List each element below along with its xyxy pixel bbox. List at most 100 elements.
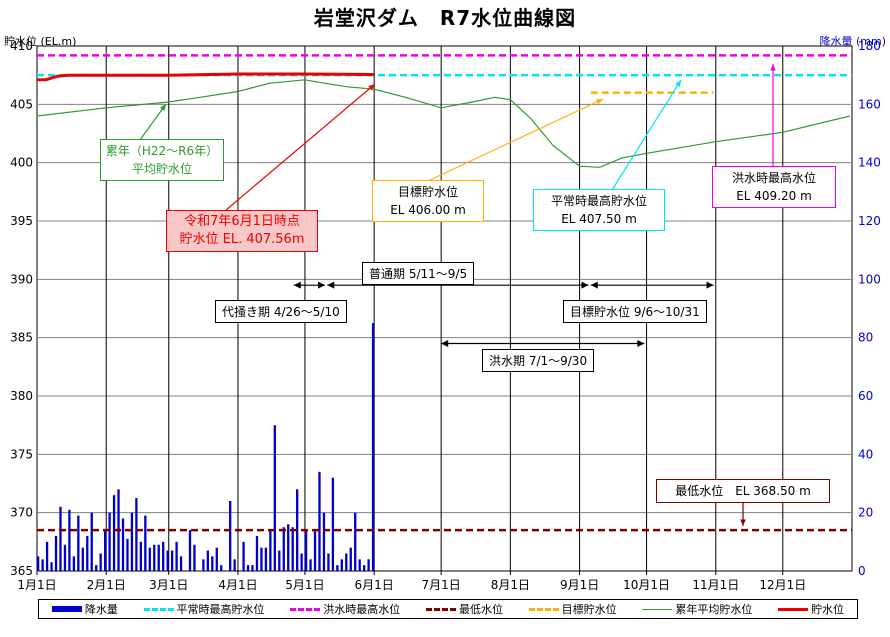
average-callout-line2: 平均貯水位 [131,162,192,176]
y-right-tick-label: 180 [858,39,881,53]
precip-bar [229,501,232,571]
precip-bar [175,541,178,571]
precip-bar [162,541,165,571]
precip-bar [188,530,192,571]
precip-bar [287,524,290,571]
precip-bar [126,538,129,571]
legend: 降水量 平常時最高貯水位 洪水時最高水位 最低水位 目標貯水位 累年平均貯水位 … [38,599,858,619]
precip-bar [148,547,151,571]
y-left-tick-label: 385 [10,331,33,345]
current-level-pointer [225,83,376,211]
x-tick-label: 4月1日 [218,578,257,592]
precip-bar [278,550,281,571]
legend-label-target: 目標貯水位 [561,603,617,616]
normal-high-callout: 平常時最高貯水位 EL 407.50 m [533,189,665,231]
y-right-tick-label: 120 [858,214,881,228]
period-daikaki-arrow-head-left [293,281,301,289]
precip-bar [135,498,138,571]
precip-bar [99,553,102,571]
y-left-tick-label: 405 [10,97,33,111]
average-pointer-head [160,104,166,111]
precip-bar [108,512,111,571]
precip-bar [139,541,143,571]
period-target-arrow-head-right [706,281,714,289]
precip-bar [318,471,321,571]
period-target-label: 目標貯水位 9/6～10/31 [563,300,707,323]
y-right-tick-label: 100 [858,272,881,286]
precip-bar [193,544,196,571]
precip-bar [358,559,361,571]
precip-bar [179,556,183,571]
y-right-tick-label: 80 [858,331,873,345]
precip-bar [81,547,84,571]
precip-bar [367,559,370,571]
normal-high-pointer [611,79,682,191]
current-level-line1: 令和7年6月1日時点 [184,214,300,229]
precip-bar [255,536,259,571]
legend-item-average: 累年平均貯水位 [642,601,752,617]
precip-bar [50,562,53,571]
period-flood-arrow-head-right [637,340,645,347]
precip-bar [336,565,339,571]
current-level-pointer-head [368,84,375,91]
precip-bar [349,547,352,571]
normal-high-callout-line1: 平常時最高貯水位 [550,194,647,208]
precip-bar [246,565,250,571]
precip-bar [309,559,312,571]
precip-bar [327,553,330,571]
target-callout-line1: 目標貯水位 [397,185,458,199]
left-axis-title: 貯水位 (EL.m) [4,35,77,48]
average-pointer [139,103,167,141]
current-level-line2: 貯水位 EL. 407.56m [179,232,305,247]
y-right-tick-label: 0 [858,564,866,578]
period-normal-label: 普通期 5/11～9/5 [362,262,475,285]
x-tick-label: 3月1日 [149,578,188,592]
current-level-callout: 令和7年6月1日時点 貯水位 EL. 407.56m [166,210,318,252]
precip-bar [371,323,375,571]
period-target-arrow-head-left [590,281,598,289]
precip-bar [166,550,169,571]
legend-label-precip: 降水量 [84,603,118,616]
precip-bar [157,544,160,571]
precip-bar [273,425,276,571]
legend-label-normal-high: 平常時最高貯水位 [176,603,265,616]
x-tick-label: 5月1日 [285,578,324,592]
legend-label-storage: 貯水位 [811,603,845,616]
precip-bar [144,515,147,571]
precip-bar [86,536,89,571]
x-tick-label: 6月1日 [355,578,394,592]
precip-bar [202,559,205,571]
x-tick-label: 8月1日 [491,578,530,592]
legend-swatch-storage [778,607,809,611]
y-right-tick-label: 140 [858,156,881,170]
x-tick-label: 9月1日 [560,578,599,592]
normal-high-pointer-head [675,80,681,87]
legend-swatch-target [528,607,559,611]
target-pointer [429,98,604,181]
precip-bar [354,512,357,571]
legend-item-min-level: 最低水位 [425,601,503,617]
y-right-tick-label: 60 [858,389,873,403]
precip-bar [242,541,245,571]
precip-bar [340,559,343,571]
precip-bar [112,495,116,571]
y-right-tick-label: 40 [858,447,873,461]
y-right-tick-label: 20 [858,506,873,520]
y-left-tick-label: 400 [10,156,33,170]
legend-swatch-flood-high [290,607,321,611]
x-tick-label: 10月1日 [623,578,670,592]
precip-bar [233,559,236,571]
y-left-tick-label: 390 [10,272,33,286]
precip-bar [37,556,40,571]
period-flood-arrow-head-left [441,340,449,347]
period-flood-label: 洪水期 7/1～9/30 [482,349,595,372]
min-level-callout-line1: 最低水位 EL 368.50 m [675,484,811,498]
precip-bar [63,544,67,571]
period-daikaki-label: 代掻き期 4/26～5/10 [215,300,347,323]
precip-bar [59,506,62,571]
normal-high-callout-line2: EL 407.50 m [561,212,637,226]
average-callout: 累年（H22～R6年） 平均貯水位 [100,139,224,181]
legend-item-precip: 降水量 [51,601,118,617]
storage-line [37,72,375,82]
min-level-callout: 最低水位 EL 368.50 m [656,479,830,503]
